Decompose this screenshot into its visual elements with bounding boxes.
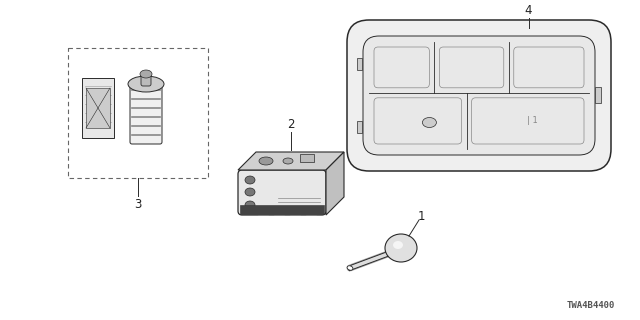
Ellipse shape	[393, 241, 403, 249]
Ellipse shape	[347, 266, 353, 270]
Bar	[300, 154, 314, 162]
Ellipse shape	[245, 201, 255, 209]
Bar	[82, 78, 114, 138]
FancyBboxPatch shape	[141, 74, 151, 86]
Text: 3: 3	[134, 197, 141, 211]
FancyBboxPatch shape	[130, 84, 162, 144]
Bar	[357, 121, 362, 133]
Polygon shape	[86, 88, 110, 128]
Ellipse shape	[245, 176, 255, 184]
Text: TWA4B4400: TWA4B4400	[566, 301, 615, 310]
Polygon shape	[326, 152, 344, 215]
Ellipse shape	[283, 158, 293, 164]
Bar	[68, 48, 208, 178]
Ellipse shape	[245, 188, 255, 196]
Text: 2: 2	[287, 117, 295, 131]
FancyBboxPatch shape	[363, 36, 595, 155]
Polygon shape	[238, 152, 344, 170]
Ellipse shape	[128, 76, 164, 92]
Text: 4: 4	[525, 4, 532, 17]
Bar	[595, 87, 601, 103]
Ellipse shape	[422, 117, 436, 127]
Polygon shape	[349, 249, 394, 271]
Bar	[357, 58, 362, 70]
FancyBboxPatch shape	[347, 20, 611, 171]
Text: | 1: | 1	[527, 116, 538, 125]
Text: 1: 1	[417, 210, 425, 222]
FancyBboxPatch shape	[238, 170, 326, 215]
Ellipse shape	[259, 157, 273, 165]
Ellipse shape	[385, 234, 417, 262]
Ellipse shape	[140, 70, 152, 78]
Bar	[240, 205, 324, 214]
